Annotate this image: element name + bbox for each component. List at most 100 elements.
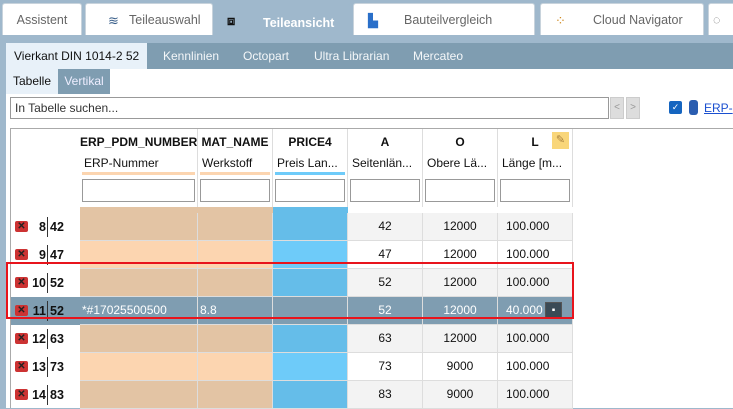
tab-label: Bauteilvergleich [404, 12, 493, 27]
cell-a[interactable]: 63 [348, 325, 423, 353]
cell-mat[interactable] [198, 269, 273, 297]
cell-erp[interactable] [80, 213, 198, 241]
column-desc: ERP-Nummer [84, 156, 159, 170]
column-filter-input[interactable] [200, 179, 270, 202]
subtab-mercateo[interactable]: Mercateo [413, 49, 464, 63]
cell-price[interactable] [273, 213, 348, 241]
column-header[interactable]: MAT_NAME Werkstoff [198, 129, 273, 207]
cell-a[interactable]: 52 [348, 297, 423, 325]
cell-erp[interactable] [80, 269, 198, 297]
cell-l[interactable]: 100.000 [498, 353, 573, 381]
cell-erp[interactable]: *#17025500500 [80, 297, 198, 325]
cell-value: 100.000 [506, 331, 550, 345]
column-filter-input[interactable] [275, 179, 345, 202]
table-row[interactable]: ✕ 8 42 42 12000 100.000 [11, 213, 573, 241]
cell-mat[interactable] [198, 325, 273, 353]
column-desc: Preis Lan... [277, 156, 338, 170]
cell-o[interactable]: 9000 [423, 381, 498, 409]
cell-price[interactable] [273, 325, 348, 353]
cell-o[interactable]: 9000 [423, 353, 498, 381]
cell-erp[interactable] [80, 241, 198, 269]
column-header[interactable]: O Obere Lä... [423, 129, 498, 207]
cell-l[interactable]: 100.000 [498, 241, 573, 269]
delete-x-icon[interactable]: ✕ [15, 221, 28, 232]
cell-price[interactable] [273, 241, 348, 269]
edit-pencil-icon[interactable]: ✎ [552, 132, 569, 149]
cell-erp[interactable] [80, 381, 198, 409]
table-row[interactable]: ✕ 9 47 47 12000 100.000 [11, 241, 573, 269]
tab-vertikal[interactable]: Vertikal [58, 69, 110, 94]
cell-a[interactable]: 52 [348, 269, 423, 297]
delete-x-icon[interactable]: ✕ [15, 361, 28, 372]
cell-l[interactable]: 100.000 [498, 213, 573, 241]
cell-price[interactable] [273, 269, 348, 297]
cell-price[interactable] [273, 381, 348, 409]
cell-mat[interactable]: 8.8 [198, 297, 273, 325]
table-row[interactable]: ✕ 11 52 *#17025500500 8.8 52 12000 40.000 ▪ [11, 297, 573, 325]
cell-erp[interactable] [80, 325, 198, 353]
cell-erp[interactable] [80, 353, 198, 381]
column-desc: Länge [m... [502, 156, 563, 170]
tab-bauteilvergleich[interactable]: ▙ Bauteilvergleich [353, 3, 535, 35]
cell-price[interactable] [273, 353, 348, 381]
column-header[interactable]: ERP_PDM_NUMBER ERP-Nummer [80, 129, 198, 207]
subtab-kennlinien[interactable]: Kennlinien [163, 49, 220, 63]
cell-a[interactable]: 73 [348, 353, 423, 381]
tab-more[interactable]: ◌ [708, 3, 733, 35]
cell-a[interactable]: 42 [348, 213, 423, 241]
delete-x-icon[interactable]: ✕ [15, 277, 28, 288]
tab-teileansicht[interactable]: ⧈ Teileansicht [216, 3, 350, 41]
delete-x-icon[interactable]: ✕ [15, 333, 28, 344]
table-row[interactable]: ✕ 13 73 73 9000 100.000 [11, 353, 573, 381]
table-row[interactable]: ✕ 14 83 83 9000 100.000 [11, 381, 573, 409]
delete-x-icon[interactable]: ✕ [15, 389, 28, 400]
row-header: ✕ 13 73 [11, 353, 80, 381]
delete-x-icon[interactable]: ✕ [15, 249, 28, 260]
delete-x-icon[interactable]: ✕ [15, 305, 28, 316]
tab-assistent[interactable]: Assistent [2, 3, 82, 35]
cell-l[interactable]: 100.000 [498, 381, 573, 409]
subtab-ultra-librarian[interactable]: Ultra Librarian [314, 49, 390, 63]
column-header[interactable]: A Seitenlän... [348, 129, 423, 207]
prev-button[interactable]: < [610, 97, 624, 119]
cell-l[interactable]: 100.000 [498, 325, 573, 353]
compare-icon: ▙ [368, 13, 378, 28]
column-filter-input[interactable] [500, 179, 570, 202]
cell-value: 12000 [443, 303, 477, 317]
cell-value: 100.000 [506, 219, 550, 233]
column-name: PRICE4 [288, 135, 332, 149]
tab-cloud-navigator[interactable]: ⁘ Cloud Navigator [540, 3, 704, 35]
column-filter-input[interactable] [425, 179, 495, 202]
cell-l[interactable]: 40.000 ▪ [498, 297, 573, 325]
subtab-octopart[interactable]: Octopart [243, 49, 290, 63]
table-search-input[interactable]: In Tabelle suchen... [10, 97, 609, 119]
row-value: 47 [47, 245, 64, 265]
cell-a[interactable]: 83 [348, 381, 423, 409]
next-button[interactable]: > [626, 97, 640, 119]
table-row[interactable]: ✕ 10 52 52 12000 100.000 [11, 269, 573, 297]
cell-mat[interactable] [198, 381, 273, 409]
tab-tabelle[interactable]: Tabelle [6, 69, 58, 94]
cell-o[interactable]: 12000 [423, 297, 498, 325]
tab-teileauswahl[interactable]: ≋ Teileauswahl [85, 3, 213, 35]
subtab-part[interactable]: Vierkant DIN 1014-2 52 [6, 43, 148, 69]
column-filter-input[interactable] [82, 179, 195, 202]
cell-mat[interactable] [198, 353, 273, 381]
cell-o[interactable]: 12000 [423, 325, 498, 353]
erp-link[interactable]: ERP- [704, 101, 733, 115]
cell-a[interactable]: 47 [348, 241, 423, 269]
cell-o[interactable]: 12000 [423, 213, 498, 241]
cell-mat[interactable] [198, 213, 273, 241]
row-value: 42 [47, 217, 64, 237]
cell-value: 42 [378, 219, 392, 233]
cell-l[interactable]: 100.000 [498, 269, 573, 297]
column-header[interactable]: PRICE4 Preis Lan... [273, 129, 348, 207]
cell-o[interactable]: 12000 [423, 241, 498, 269]
cell-price[interactable] [273, 297, 348, 325]
cell-o[interactable]: 12000 [423, 269, 498, 297]
column-header[interactable]: L Länge [m... ✎ [498, 129, 573, 207]
cell-mat[interactable] [198, 241, 273, 269]
erp-checkbox[interactable]: ✓ [669, 101, 682, 114]
table-row[interactable]: ✕ 12 63 63 12000 100.000 [11, 325, 573, 353]
column-filter-input[interactable] [350, 179, 420, 202]
